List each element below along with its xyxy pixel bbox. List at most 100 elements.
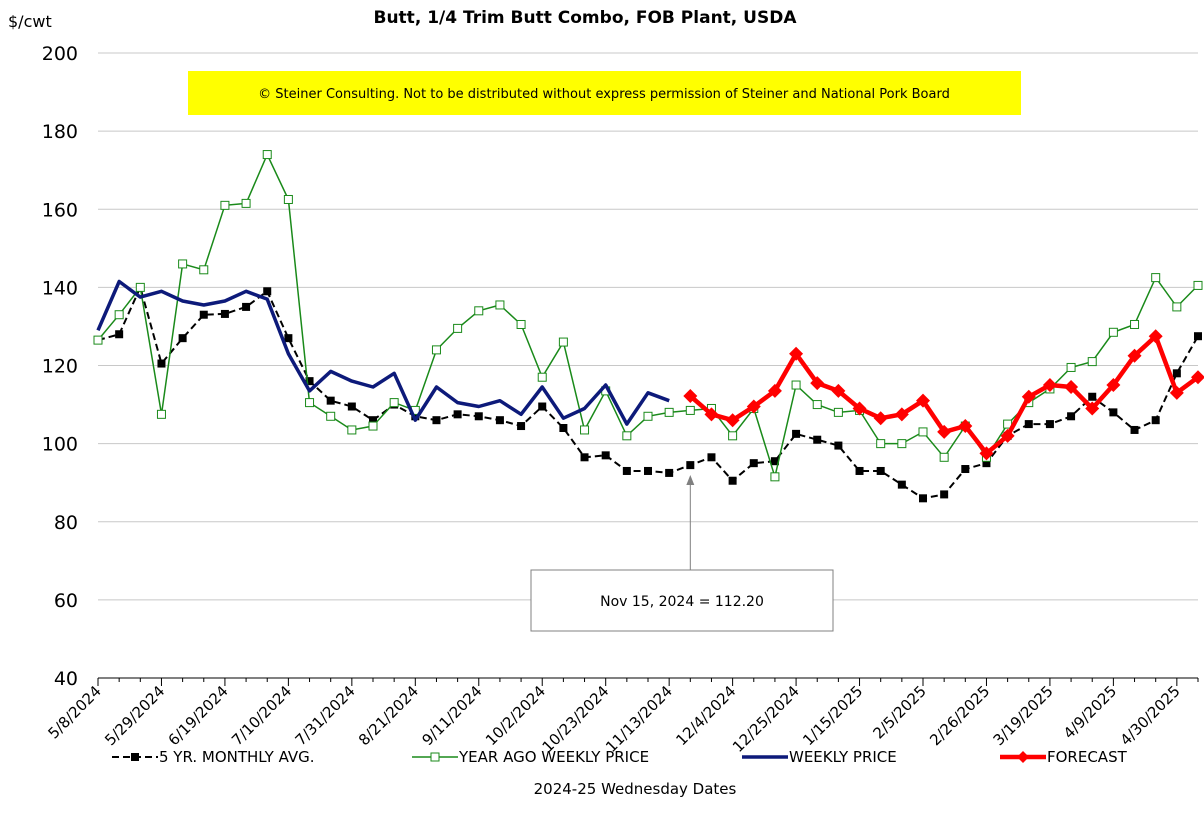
legend-item-0: 5 YR. MONTHLY AVG.	[112, 748, 315, 766]
x-tick-label-7: 10/2/2024	[482, 682, 549, 749]
data-point	[220, 200, 230, 210]
x-tick-label-14: 2/26/2025	[926, 682, 993, 749]
data-point	[241, 198, 251, 208]
x-tick-label-8: 10/23/2024	[539, 682, 613, 756]
data-point	[919, 494, 927, 503]
data-point	[220, 309, 229, 318]
x-tick-label-10: 12/4/2024	[672, 682, 739, 749]
data-point	[1087, 357, 1097, 367]
x-tick-label-4: 7/31/2024	[292, 682, 359, 749]
data-point	[622, 431, 632, 441]
data-point	[728, 431, 738, 441]
data-point	[1148, 329, 1163, 344]
x-axis-ticks: 5/8/20245/29/20246/19/20247/10/20247/31/…	[44, 682, 1183, 756]
x-tick-label-15: 3/19/2025	[990, 682, 1057, 749]
data-point	[770, 472, 780, 482]
data-point	[813, 435, 822, 444]
data-point	[937, 424, 952, 439]
legend-marker	[430, 752, 440, 762]
x-tick-label-11: 12/25/2024	[729, 682, 803, 756]
x-tick-label-0: 5/8/2024	[44, 682, 104, 742]
data-point	[262, 150, 272, 160]
callout-box	[530, 569, 834, 632]
data-point	[1088, 392, 1097, 401]
y-tick-label-100: 100	[42, 434, 78, 456]
data-point	[704, 407, 719, 422]
data-point	[728, 476, 737, 485]
data-point	[664, 407, 674, 417]
y-axis-ticks: 40 60 80 100 120 140 160 180 200	[42, 43, 78, 690]
legend: 5 YR. MONTHLY AVG. YEAR AGO WEEKLY PRICE W…	[112, 748, 1128, 766]
data-point	[559, 424, 568, 432]
data-point	[263, 287, 272, 296]
data-point	[916, 393, 930, 408]
data-point	[135, 282, 145, 292]
data-point	[789, 346, 804, 361]
x-axis-label: 2024-25 Wednesday Dates	[534, 780, 737, 798]
legend-label-2: WEEKLY PRICE	[789, 748, 897, 766]
data-point	[833, 407, 843, 417]
data-point	[347, 425, 357, 435]
x-tick-label-9: 11/13/2024	[602, 682, 676, 756]
data-point	[431, 345, 441, 355]
x-tick-label-6: 9/11/2024	[418, 682, 485, 749]
data-point	[305, 398, 315, 408]
data-point	[580, 453, 589, 462]
data-point	[876, 439, 886, 449]
x-tick-label-5: 8/21/2024	[355, 682, 422, 749]
data-point	[474, 306, 484, 316]
data-point	[1151, 416, 1160, 425]
chart-title: Butt, 1/4 Trim Butt Combo, FOB Plant, US…	[374, 8, 798, 28]
data-point	[1066, 362, 1076, 372]
data-point	[685, 405, 695, 415]
legend-marker	[131, 753, 139, 761]
data-point	[707, 453, 716, 462]
data-point	[792, 429, 801, 438]
y-tick-label-160: 160	[42, 199, 78, 221]
data-point	[665, 468, 674, 477]
data-point	[918, 427, 928, 437]
data-point	[453, 323, 463, 333]
data-point	[1021, 389, 1036, 404]
data-point	[558, 337, 568, 347]
y-tick-label-120: 120	[42, 356, 78, 378]
x-tick-label-1: 5/29/2024	[101, 682, 168, 749]
data-point	[305, 377, 314, 386]
data-point	[1042, 378, 1057, 393]
gridlines	[98, 52, 1198, 601]
data-point	[156, 409, 166, 419]
data-point	[432, 416, 441, 425]
data-point	[495, 416, 504, 425]
data-point	[1193, 280, 1203, 290]
data-point	[940, 490, 949, 499]
data-point	[1127, 348, 1142, 363]
data-point	[725, 413, 740, 428]
x-tick-label-12: 1/15/2025	[799, 682, 866, 749]
data-point	[93, 335, 103, 345]
x-tick-label-13: 2/5/2025	[869, 682, 929, 742]
copyright-text: © Steiner Consulting. Not to be distribu…	[258, 87, 950, 102]
data-point	[791, 380, 801, 390]
data-point	[749, 459, 758, 468]
series-line-2	[96, 279, 670, 426]
data-point	[1130, 425, 1139, 434]
data-point	[644, 466, 652, 475]
data-point	[1064, 379, 1079, 394]
data-point	[897, 439, 907, 449]
data-point	[178, 259, 188, 269]
data-point	[114, 310, 124, 320]
legend-label-1: YEAR AGO WEEKLY PRICE	[458, 748, 649, 766]
data-point	[812, 400, 822, 410]
series-group	[93, 150, 1204, 503]
copyright-box	[188, 71, 1021, 115]
data-point	[199, 265, 209, 275]
data-point	[979, 446, 994, 461]
data-point	[1106, 378, 1121, 393]
data-point	[1191, 370, 1204, 385]
data-point	[1108, 327, 1118, 337]
y-tick-label-200: 200	[42, 43, 78, 65]
x-axis	[97, 677, 1199, 686]
data-point	[767, 383, 782, 398]
data-point	[873, 411, 888, 426]
